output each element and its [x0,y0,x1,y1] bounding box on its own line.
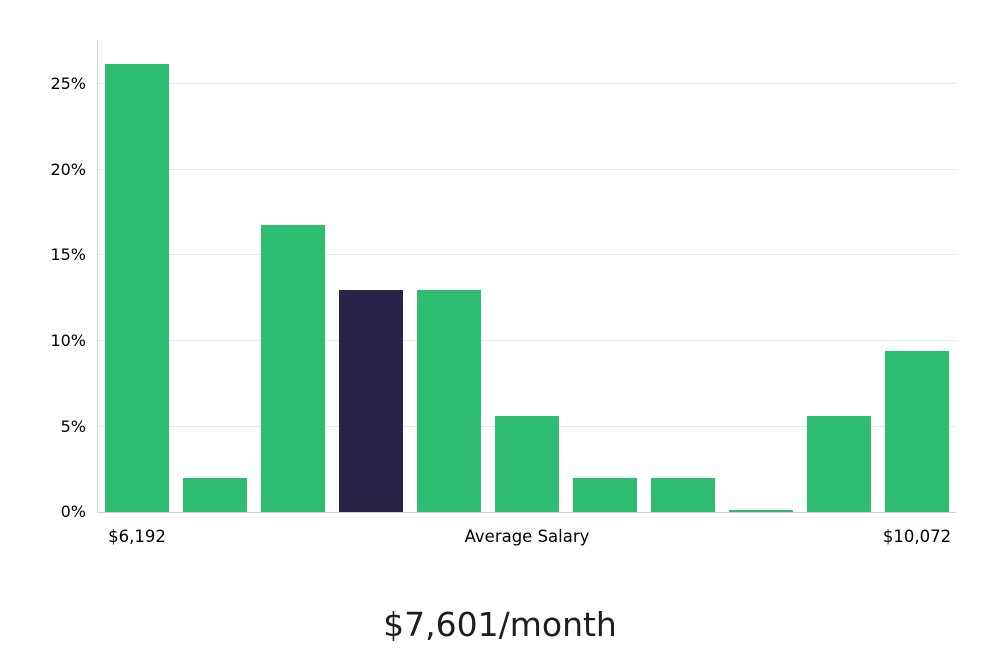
bar [417,289,481,512]
gridline [98,340,956,341]
bar [651,477,715,512]
y-axis-tick-label: 5% [60,416,86,436]
y-axis-tick-label: 25% [50,74,86,94]
bar [183,477,247,512]
gridline [98,254,956,256]
plot-area: 0% 5% 10% 15% 20% 25% $6,192 Average Salary $10,… [50,40,956,545]
bar [495,416,559,512]
y-axis-tick-label: 20% [50,159,86,179]
y-axis-tick-label: 10% [50,331,86,350]
bar [105,63,169,512]
gridline [98,83,956,85]
x-axis-tick-label: Average Salary [464,527,590,546]
y-axis-tick-label: 0% [60,502,86,521]
x-axis-tick-label: $6,192 [108,527,166,546]
highlighted-bar [339,289,403,512]
bar [261,224,325,512]
x-axis-tick-label: $10,072 [882,527,952,546]
average-salary-value: $7,601/month [383,605,617,644]
bar [885,351,949,512]
bar [807,416,871,512]
bar [729,509,793,512]
y-axis-tick-label: 15% [50,245,86,265]
gridline [98,168,956,170]
bar [573,477,637,512]
